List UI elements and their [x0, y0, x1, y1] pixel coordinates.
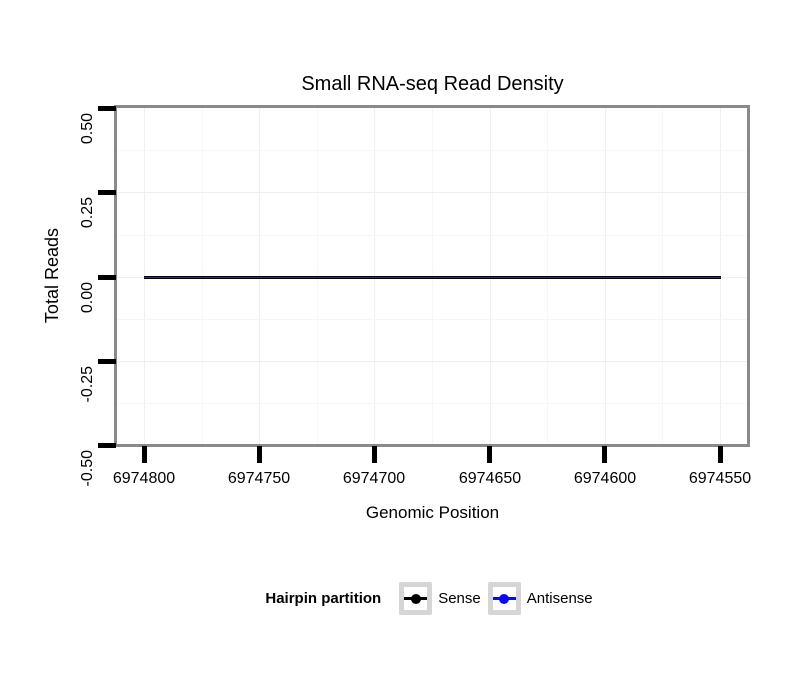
x-tick-label: 6974600: [573, 470, 637, 487]
y-tick-label: -0.50: [79, 450, 96, 487]
y-tick-label: 0.00: [79, 282, 96, 314]
y-tick-mark: [98, 443, 116, 448]
x-axis-title: Genomic Position: [365, 503, 500, 522]
x-tick-mark: [487, 446, 492, 463]
legend-title: Hairpin partition: [265, 590, 382, 607]
x-tick-mark: [372, 446, 377, 463]
legend-item-sense: Sense: [399, 582, 481, 615]
x-tick-label: 6974550: [688, 470, 752, 487]
y-tick-mark: [98, 275, 116, 280]
legend: Hairpin partition Sense Antisense: [117, 582, 748, 615]
x-tick-mark: [257, 446, 262, 463]
y-tick-mark: [98, 359, 116, 364]
y-tick-label: 0.50: [79, 113, 96, 145]
x-tick-label: 6974750: [227, 470, 291, 487]
legend-label-sense: Sense: [438, 589, 481, 607]
x-tick-label: 6974800: [112, 470, 176, 487]
x-tick-label: 6974700: [342, 470, 406, 487]
y-axis-title: Total Reads: [42, 228, 62, 324]
x-tick-label: 6974650: [458, 470, 522, 487]
legend-key-antisense: [487, 582, 521, 615]
y-tick-label: -0.25: [79, 366, 96, 403]
point-glyph-icon: [499, 593, 510, 604]
legend-label-antisense: Antisense: [526, 589, 593, 607]
chart-title: Small RNA-seq Read Density: [301, 73, 564, 95]
x-tick-mark: [142, 446, 147, 463]
y-tick-label: 0.25: [79, 197, 96, 229]
x-tick-mark: [718, 446, 723, 463]
point-glyph-icon: [410, 593, 421, 604]
legend-key-sense: [399, 582, 433, 615]
y-tick-mark: [98, 106, 116, 111]
legend-item-antisense: Antisense: [487, 582, 593, 615]
x-tick-mark: [602, 446, 607, 463]
series-line-sense-antisense: [144, 276, 721, 279]
y-tick-mark: [98, 190, 116, 195]
